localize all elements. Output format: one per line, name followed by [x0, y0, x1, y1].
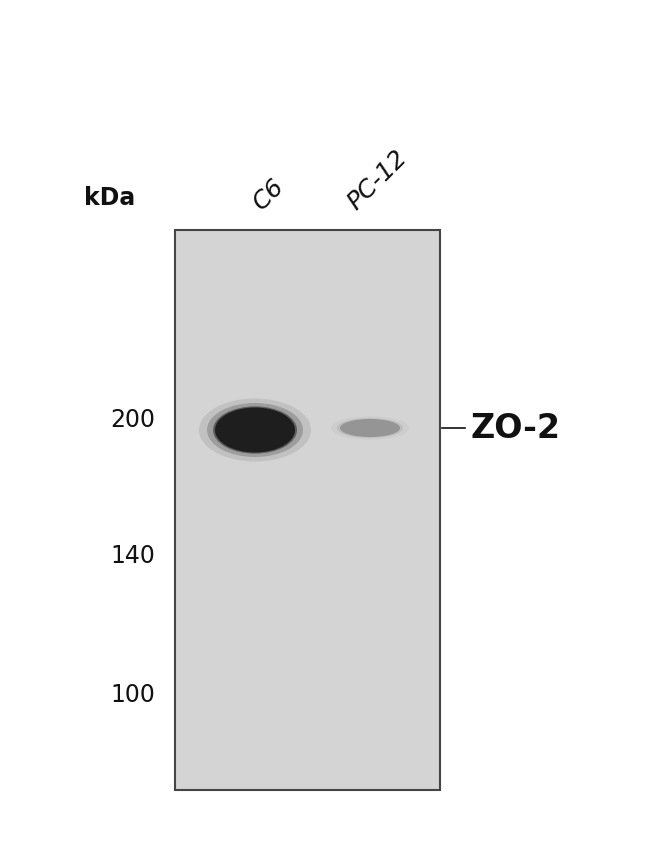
Text: 140: 140 [110, 544, 155, 568]
Ellipse shape [215, 408, 295, 453]
Bar [175, 230, 440, 790]
Text: 100: 100 [110, 683, 155, 707]
Text: PC-12: PC-12 [343, 146, 412, 215]
Ellipse shape [199, 398, 311, 461]
Ellipse shape [340, 419, 400, 437]
Ellipse shape [331, 416, 409, 440]
Text: 200: 200 [110, 408, 155, 432]
Text: kDa: kDa [84, 186, 136, 210]
Ellipse shape [207, 403, 303, 457]
Text: C6: C6 [248, 175, 289, 215]
Ellipse shape [337, 418, 403, 438]
Text: ZO-2: ZO-2 [470, 411, 560, 444]
Ellipse shape [213, 406, 297, 454]
